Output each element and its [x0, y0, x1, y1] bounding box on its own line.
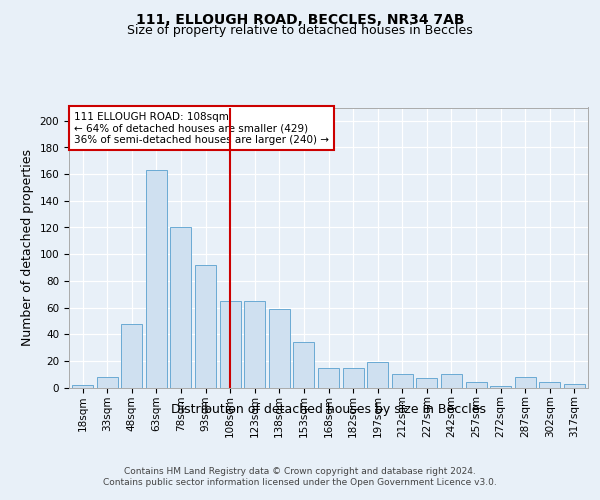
Bar	[343, 368, 364, 388]
Bar	[392, 374, 413, 388]
Bar	[367, 362, 388, 388]
Text: Contains HM Land Registry data © Crown copyright and database right 2024.
Contai: Contains HM Land Registry data © Crown c…	[103, 468, 497, 487]
Bar	[515, 377, 536, 388]
Bar	[97, 377, 118, 388]
Bar	[564, 384, 585, 388]
Text: 111, ELLOUGH ROAD, BECCLES, NR34 7AB: 111, ELLOUGH ROAD, BECCLES, NR34 7AB	[136, 12, 464, 26]
Bar	[441, 374, 462, 388]
Bar	[539, 382, 560, 388]
Text: Distribution of detached houses by size in Beccles: Distribution of detached houses by size …	[172, 402, 487, 415]
Bar	[269, 309, 290, 388]
Bar	[466, 382, 487, 388]
Bar	[121, 324, 142, 388]
Bar	[170, 228, 191, 388]
Bar	[490, 386, 511, 388]
Bar	[195, 265, 216, 388]
Bar	[318, 368, 339, 388]
Text: 111 ELLOUGH ROAD: 108sqm
← 64% of detached houses are smaller (429)
36% of semi-: 111 ELLOUGH ROAD: 108sqm ← 64% of detach…	[74, 112, 329, 145]
Bar	[146, 170, 167, 388]
Bar	[220, 301, 241, 388]
Text: Size of property relative to detached houses in Beccles: Size of property relative to detached ho…	[127, 24, 473, 37]
Bar	[293, 342, 314, 388]
Bar	[244, 301, 265, 388]
Y-axis label: Number of detached properties: Number of detached properties	[21, 149, 34, 346]
Bar	[416, 378, 437, 388]
Bar	[72, 385, 93, 388]
